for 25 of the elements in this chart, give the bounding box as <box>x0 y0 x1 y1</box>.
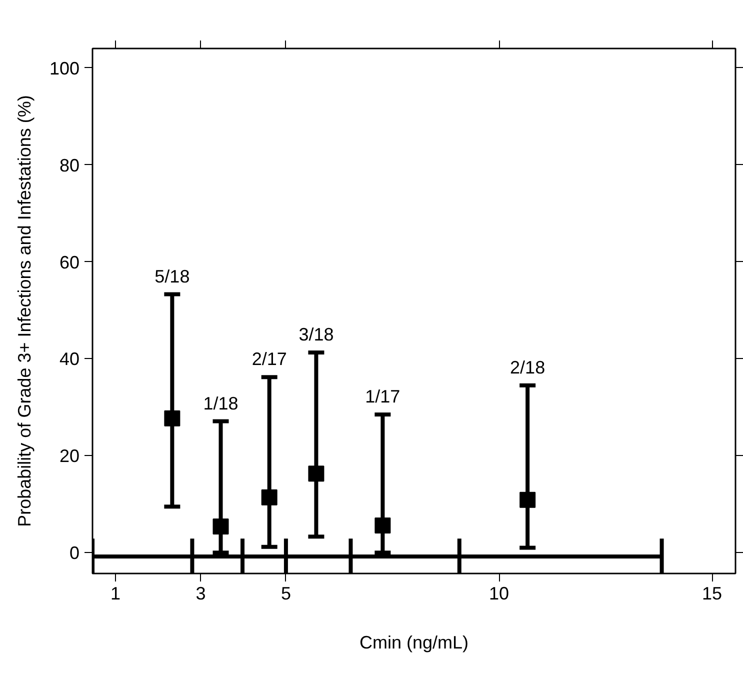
y-axis-title: Probability of Grade 3+ Infections and Infestations (%) <box>14 95 34 527</box>
x-axis-title: Cmin (ng/mL) <box>359 632 469 652</box>
x-tick-label: 5 <box>280 584 291 604</box>
point <box>212 518 229 534</box>
y-tick-label: 80 <box>59 155 80 176</box>
x-tick-label: 10 <box>489 584 510 604</box>
y-tick-label: 0 <box>69 543 80 564</box>
x-tick-label: 15 <box>702 584 722 604</box>
y-tick-label: 40 <box>59 349 80 370</box>
y-tick-label: 20 <box>59 446 80 466</box>
annotation: 5/18 <box>154 266 190 286</box>
point <box>374 518 391 534</box>
annotation: 2/18 <box>510 357 546 378</box>
annotation: 3/18 <box>298 324 334 344</box>
annotation: 2/17 <box>252 349 287 370</box>
point <box>261 489 278 506</box>
x-tick-label: 3 <box>196 584 206 604</box>
y-tick-label: 100 <box>49 58 80 78</box>
y-tick-label: 60 <box>59 252 80 272</box>
annotation: 1/17 <box>365 386 400 406</box>
point <box>308 466 324 482</box>
point <box>164 410 180 426</box>
annotation: 1/18 <box>203 393 238 414</box>
x-tick-label: 1 <box>110 584 121 604</box>
point <box>520 492 536 508</box>
